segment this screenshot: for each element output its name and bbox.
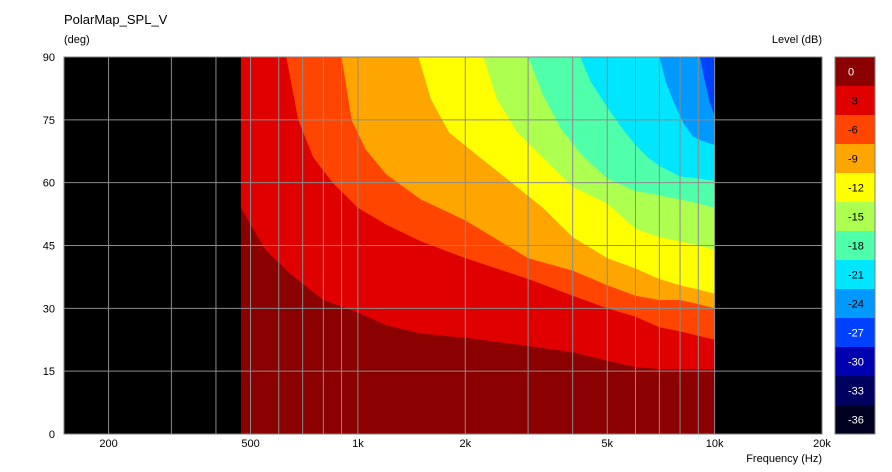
colorbar-swatch: [835, 347, 875, 376]
x-tick-label: 20k: [813, 438, 831, 450]
y-tick-label: 0: [49, 429, 55, 441]
colorbar-swatch: [835, 57, 875, 86]
y-axis-unit-label: (deg): [64, 34, 90, 46]
colorbar-level-label: -9: [848, 154, 858, 166]
colorbar-swatch: [835, 202, 875, 231]
colorbar-level-label: -6: [848, 125, 858, 137]
colorbar-swatch: [835, 289, 875, 318]
colorbar-swatch: [835, 376, 875, 405]
colorbar-level-label: -30: [848, 357, 864, 369]
x-tick-label: 200: [99, 438, 117, 450]
colorbar-swatch: [835, 405, 875, 434]
colorbar-level-label: -18: [848, 241, 864, 253]
colorbar-level-label: -33: [848, 386, 864, 398]
colorbar-swatch: [835, 173, 875, 202]
colorbar-level-label: -21: [848, 270, 864, 282]
colorbar-swatch: [835, 86, 875, 115]
colorbar-swatch: [835, 115, 875, 144]
x-tick-label: 5k: [601, 438, 613, 450]
colorbar-swatch: [835, 144, 875, 173]
x-tick-label: 2k: [459, 438, 471, 450]
plot-area: [63, 56, 823, 435]
grid-lines: [64, 57, 822, 434]
chart-title: PolarMap_SPL_V: [64, 12, 168, 27]
x-tick-label: 1k: [352, 438, 364, 450]
colorbar-swatch: [835, 231, 875, 260]
y-tick-label: 15: [43, 366, 55, 378]
band-level-minus-24: [659, 57, 715, 145]
colorbar-frame: [834, 56, 876, 435]
x-tick-label: 10k: [706, 438, 724, 450]
x-tick-label: 500: [241, 438, 259, 450]
colorbar-level-label: -36: [848, 415, 864, 427]
colorbar-level-label: -15: [848, 212, 864, 224]
colorbar-level-label: -24: [848, 299, 864, 311]
colorbar-level-label: -12: [848, 183, 864, 195]
colorbar-level-label: -27: [848, 328, 864, 340]
y-tick-label: 90: [43, 52, 55, 64]
plot-frame: [63, 56, 823, 435]
x-axis-ticks: 200 500 1k 2k 5k 10k 20k: [99, 438, 831, 450]
band-level-minus-27: [700, 57, 715, 116]
colorbar-swatch: [835, 260, 875, 289]
colorbar-swatch: [835, 318, 875, 347]
colorbar-level-label: -3: [848, 96, 858, 108]
y-tick-label: 60: [43, 178, 55, 190]
colorbar-level-label: 0: [848, 67, 854, 79]
y-tick-label: 75: [43, 115, 55, 127]
y-axis-ticks: 0 15 30 45 60 75 90: [43, 52, 55, 441]
y-tick-label: 45: [43, 241, 55, 253]
colorbar: 0 -3 -6 -9 -12 -15 -18 -21 -24 -27 -30 -33 -36: [834, 56, 876, 435]
x-axis-title: Frequency (Hz): [746, 453, 822, 465]
colorbar-title: Level (dB): [772, 34, 822, 46]
y-tick-label: 30: [43, 303, 55, 315]
